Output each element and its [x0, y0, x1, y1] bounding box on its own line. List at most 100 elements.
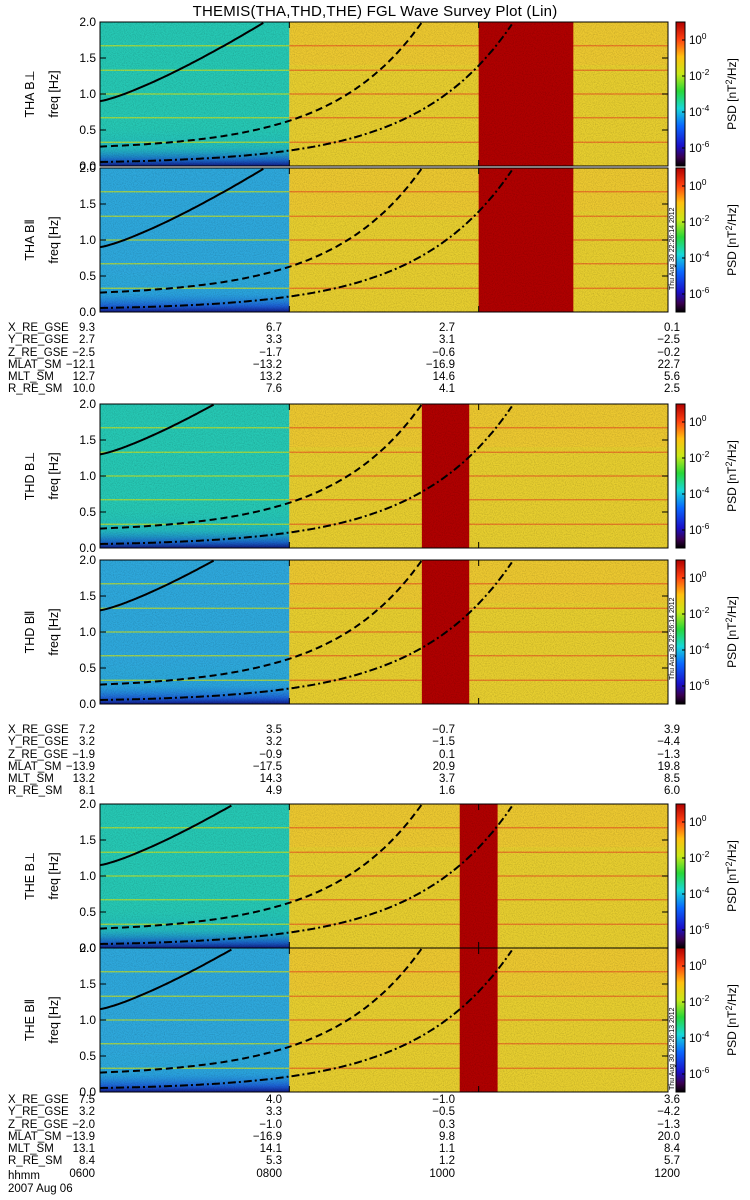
y-tick-label: 1.5: [79, 589, 96, 603]
ephemeris-value: 9.3: [79, 322, 95, 334]
spectrogram-panel: 0.0 0.5 1.0 1.5 2.0 THE B‖ freq [Hz] 100 10-2 10-…: [23, 941, 739, 1099]
noise-texture: [100, 804, 668, 948]
ephemeris-value: −2.5: [657, 334, 680, 347]
solid-curve: [100, 22, 264, 103]
ephemeris-value: 12.7: [72, 371, 95, 384]
colorbar-tick-label: 100: [689, 813, 707, 829]
ephemeris-value: 4.0: [266, 1094, 282, 1106]
ephemeris-value: 3.3: [266, 1106, 282, 1119]
colorbar-label: PSD [nT2/Hz]: [724, 440, 739, 512]
ephemeris-label: MLAT_SM: [8, 1130, 62, 1143]
ephemeris-value: 13.2: [72, 773, 95, 786]
ephemeris-value: 13.2: [259, 371, 282, 384]
ephemeris-value: 0.3: [439, 1118, 455, 1131]
ephemeris-value: −16.9: [425, 358, 455, 371]
colorbar: [675, 947, 686, 1093]
y-axis-label: freq [Hz]: [47, 452, 61, 499]
colorbar-tick-label: 100: [689, 177, 707, 193]
solid-curve: [100, 948, 232, 1011]
colorbar-tick-label: 100: [689, 957, 707, 973]
ephemeris-label: Y_RE_GSE: [8, 1106, 69, 1119]
spectrogram-panel: 0.0 0.5 1.0 1.5 2.0 THD B⊥ freq [Hz] 100 10-2 10-…: [23, 397, 739, 555]
y-axis-label: freq [Hz]: [47, 608, 61, 655]
y-tick-label: 0.5: [79, 661, 96, 675]
x-tick-label: 1000: [429, 1168, 455, 1180]
ephemeris-value: −4.2: [657, 1106, 680, 1119]
ephemeris-value: 20.0: [657, 1130, 680, 1143]
ephemeris-value: 3.1: [439, 334, 455, 347]
panel-name: THA B⊥: [23, 70, 37, 117]
y-tick-label: 2.0: [79, 15, 96, 29]
y-tick-label: 1.0: [79, 87, 96, 101]
spectrogram-panel: 0.0 0.5 1.0 1.5 2.0 THD B‖ freq [Hz] 100 10-2 10-…: [23, 553, 739, 711]
ephemeris-value: −1.3: [657, 1118, 680, 1131]
ephemeris-row: R_RE_SM 8.4 5.3 1.2 5.7: [0, 1155, 700, 1167]
ephemeris-value: 5.3: [266, 1155, 282, 1168]
dash-dot-curve: [100, 805, 513, 945]
colorbar-tick-label: 10-2: [689, 849, 710, 865]
ephemeris-row: Z_RE_GSE −1.9 −0.9 0.1 −1.3: [0, 749, 700, 761]
timestamp-label: Thu Aug 30 22:26:14 2012: [669, 207, 676, 290]
colorbar: [675, 559, 686, 705]
colorbar-tick-label: 10-6: [689, 521, 710, 537]
dashed-curve: [100, 22, 423, 148]
ephemeris-value: 8.1: [79, 785, 95, 798]
ephemeris-value: −0.5: [432, 1106, 455, 1119]
y-axis-label: freq [Hz]: [47, 216, 61, 263]
colorbar-tick-label: 10-4: [689, 641, 710, 657]
ephemeris-value: 20.9: [432, 760, 455, 773]
ephemeris-row: MLAT_SM −13.9 −17.5 20.9 19.8: [0, 761, 700, 773]
colorbar-tick-label: 10-6: [689, 285, 710, 301]
ephemeris-row: Y_RE_GSE 2.7 3.3 3.1 −2.5: [0, 334, 700, 346]
colorbar-tick-label: 100: [689, 413, 707, 429]
ephemeris-value: 6.7: [266, 322, 282, 334]
ephemeris-row: MLAT_SM −13.9 −16.9 9.8 20.0: [0, 1131, 700, 1143]
y-tick-label: 0.0: [79, 1085, 96, 1099]
dash-dot-curve: [100, 561, 513, 701]
timestamp-label: Thu Aug 30 22:26:14 2012: [669, 597, 676, 680]
ephemeris-value: 2.7: [79, 334, 95, 347]
ephemeris-value: −1.9: [72, 748, 95, 761]
y-tick-label: 1.0: [79, 469, 96, 483]
ephemeris-value: 6.0: [664, 785, 680, 798]
noise-texture: [100, 948, 668, 1092]
y-tick-label: 2.0: [79, 161, 96, 175]
y-tick-label: 0.0: [79, 697, 96, 711]
ephemeris-label: X_RE_GSE: [8, 322, 69, 334]
dashed-curve: [100, 948, 423, 1074]
noise-texture: [100, 22, 668, 166]
panel-name: THA B‖: [23, 219, 37, 260]
ephemeris-value: 2.5: [664, 383, 680, 396]
y-tick-label: 0.5: [79, 1049, 96, 1063]
panel-name: THE B⊥: [23, 852, 37, 900]
colorbar-tick-label: 10-4: [689, 1029, 710, 1045]
colorbar-tick-label: 10-4: [689, 485, 710, 501]
ephemeris-label: X_RE_GSE: [8, 724, 69, 736]
ephemeris-label: MLT_SM: [8, 773, 54, 786]
time-axis-footer: hhmm 2007 Aug 06: [8, 1170, 73, 1196]
solid-curve: [100, 168, 264, 249]
ephemeris-label: Y_RE_GSE: [8, 736, 69, 749]
ephemeris-table: X_RE_GSE 9.3 6.7 2.7 0.1 Y_RE_GSE 2.7 3.3 3.1 −2.…: [0, 322, 700, 396]
x-tick-label: 1200: [654, 1168, 680, 1180]
colorbar-tick-label: 10-6: [689, 139, 710, 155]
ephemeris-value: 3.2: [79, 1106, 95, 1119]
ephemeris-value: −0.6: [432, 346, 455, 359]
ephemeris-row: Z_RE_GSE −2.0 −1.0 0.3 −1.3: [0, 1119, 700, 1131]
ephemeris-row: X_RE_GSE 7.5 4.0 −1.0 3.6: [0, 1094, 700, 1106]
ephemeris-row: R_RE_SM 8.1 4.9 1.6 6.0: [0, 785, 700, 797]
y-tick-label: 2.0: [79, 397, 96, 411]
ephemeris-value: 8.5: [664, 773, 680, 786]
colorbar: [675, 803, 686, 949]
y-tick-label: 2.0: [79, 553, 96, 567]
colorbar-label: PSD [nT2/Hz]: [724, 58, 739, 130]
ephemeris-value: −1.5: [432, 736, 455, 749]
dashed-curve: [100, 168, 423, 294]
x-tick-label: 0600: [69, 1168, 95, 1180]
ephemeris-label: R_RE_SM: [8, 785, 63, 798]
ephemeris-value: 8.4: [664, 1143, 680, 1156]
ephemeris-row: MLT_SM 13.2 14.3 3.7 8.5: [0, 773, 700, 785]
ephemeris-value: 5.6: [664, 371, 680, 384]
ephemeris-label: R_RE_SM: [8, 1155, 63, 1168]
ephemeris-value: −13.2: [252, 358, 282, 371]
